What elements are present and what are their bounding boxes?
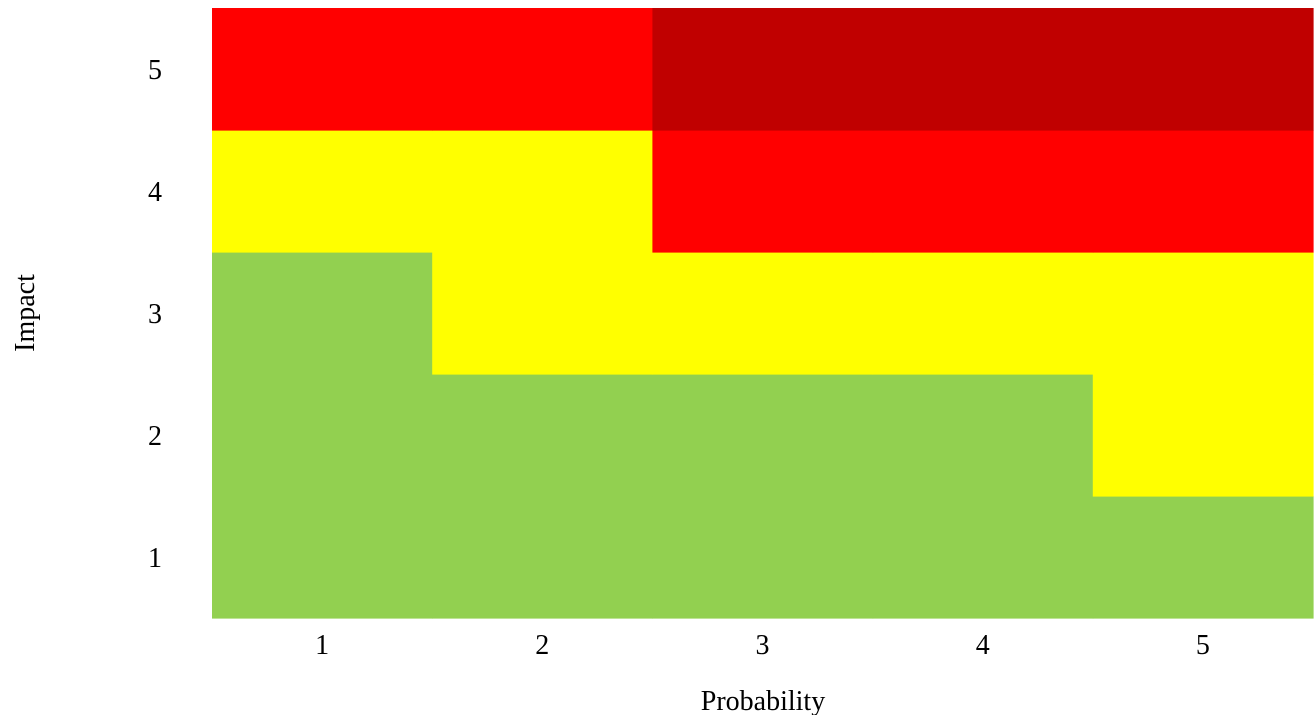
x-tick-label: 5 [1196, 630, 1210, 661]
x-tick-labels: 1 2 3 4 5 [315, 630, 1210, 661]
heatmap-cell-p2-i5 [432, 8, 653, 131]
heatmap-cell-p1-i2 [212, 374, 433, 497]
x-tick-label: 1 [315, 630, 329, 661]
heatmap-cell-p1-i3 [212, 252, 433, 375]
heatmap-cell-p3-i2 [652, 374, 874, 497]
x-tick-label: 3 [756, 630, 770, 661]
heatmap-cell-p2-i2 [432, 374, 653, 497]
heatmap-cells [212, 8, 1314, 619]
heatmap-cell-p2-i4 [432, 130, 653, 253]
heatmap-cell-p3-i4 [652, 130, 874, 253]
heatmap-cell-p5-i4 [1092, 130, 1314, 253]
heatmap-cell-p3-i5 [652, 8, 874, 131]
y-tick-label: 5 [148, 55, 162, 86]
heatmap-cell-p5-i3 [1092, 252, 1314, 375]
x-tick-label: 4 [976, 630, 990, 661]
heatmap-cell-p2-i1 [432, 496, 653, 619]
heatmap-cell-p4-i5 [872, 8, 1094, 131]
y-axis-label: Impact [10, 274, 41, 352]
heatmap-cell-p4-i2 [872, 374, 1094, 497]
x-axis-label: Probability [701, 686, 825, 715]
heatmap-cell-p1-i1 [212, 496, 433, 619]
heatmap-cell-p5-i1 [1092, 496, 1314, 619]
y-tick-label: 4 [148, 177, 162, 208]
y-tick-label: 1 [148, 543, 162, 574]
heatmap-cell-p3-i1 [652, 496, 874, 619]
y-tick-labels: 1 2 3 4 5 [148, 55, 162, 574]
y-tick-label: 2 [148, 421, 162, 452]
heatmap-cell-p1-i5 [212, 8, 433, 131]
heatmap-cell-p4-i4 [872, 130, 1094, 253]
heatmap-cell-p2-i3 [432, 252, 653, 375]
heatmap-cell-p4-i1 [872, 496, 1094, 619]
heatmap-cell-p1-i4 [212, 130, 433, 253]
heatmap-cell-p5-i5 [1092, 8, 1314, 131]
heatmap-cell-p3-i3 [652, 252, 874, 375]
heatmap-cell-p4-i3 [872, 252, 1094, 375]
x-tick-label: 2 [535, 630, 549, 661]
heatmap-cell-p5-i2 [1092, 374, 1314, 497]
y-tick-label: 3 [148, 299, 162, 330]
